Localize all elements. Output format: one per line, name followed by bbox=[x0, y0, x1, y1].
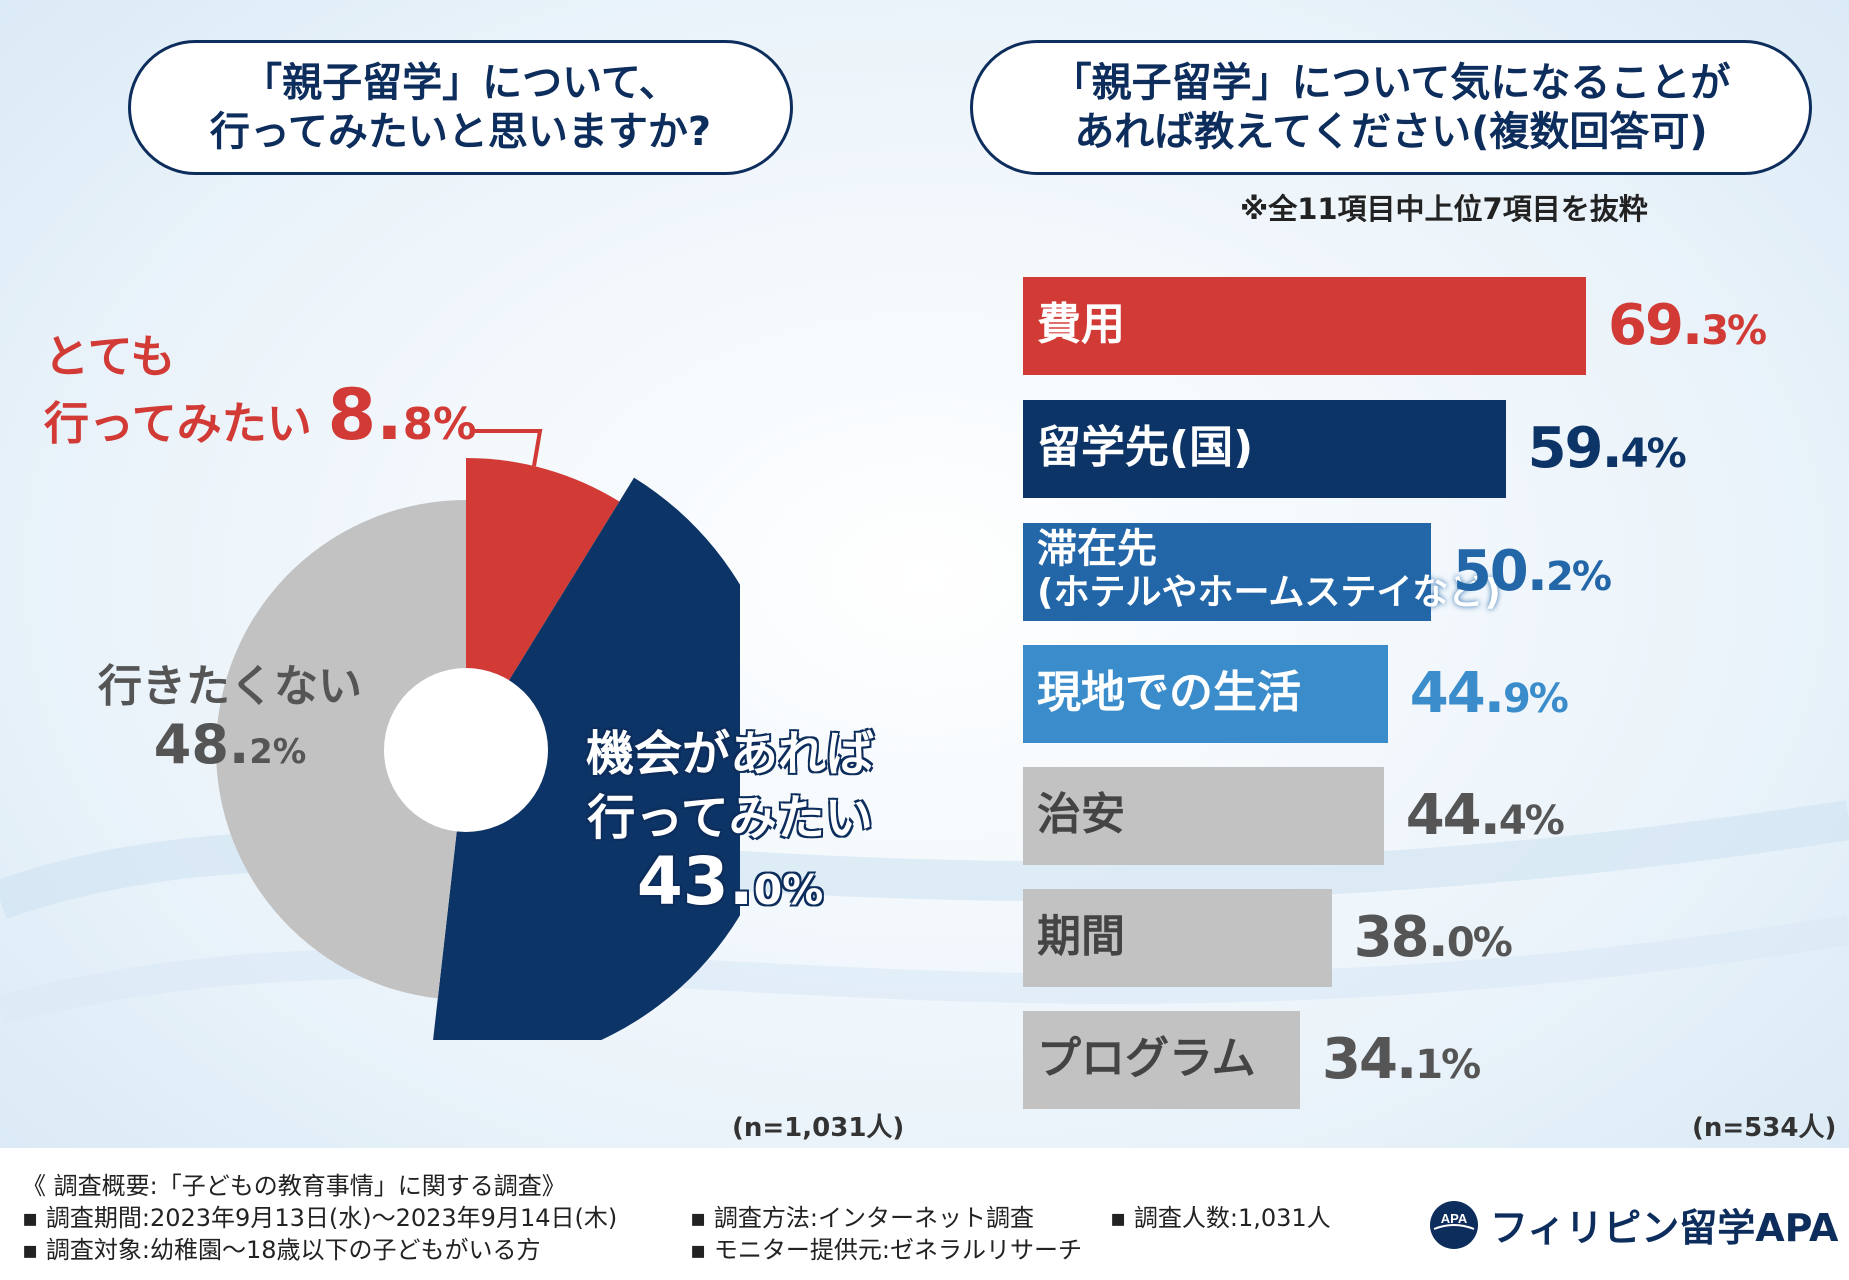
bar-value: 59.4% bbox=[1527, 416, 1687, 481]
bar-label-sub: (ホテルやホームステイなど) bbox=[1037, 572, 1501, 613]
footer-period: ▪ 調査期間:2023年9月13日(水)〜2023年9月14日(木) bbox=[22, 1204, 618, 1232]
pie-label-chance: 機会があれば 行ってみたい 43.0% bbox=[586, 722, 874, 922]
left-question-line1: 「親子留学」について、 bbox=[242, 59, 679, 106]
bar bbox=[1023, 277, 1586, 375]
left-question-line2: 行ってみたいと思いますか? bbox=[209, 108, 712, 155]
bar-label: 現地での生活 bbox=[1037, 667, 1301, 718]
bar-row: 費用 69.3% bbox=[1023, 277, 1786, 375]
pie-label-no: 行きたくない 48.2% bbox=[98, 658, 362, 781]
n-right: (n=534人) bbox=[1692, 1113, 1837, 1143]
bar-label: プログラム bbox=[1037, 1033, 1256, 1084]
bar-value: 38.0% bbox=[1353, 905, 1513, 970]
bar-value: 34.1% bbox=[1322, 1027, 1481, 1092]
bar-row: 期間 38.0% bbox=[1023, 889, 1532, 987]
pie-label-chance-line1: 機会があれば bbox=[586, 726, 875, 782]
bar bbox=[1023, 523, 1431, 621]
bar bbox=[1023, 889, 1332, 987]
pie-label-no-pct: 48.2% bbox=[153, 713, 307, 776]
bar bbox=[1023, 645, 1388, 743]
pie-label-chance-line2: 行ってみたい bbox=[587, 790, 873, 846]
right-question-line2: あれば教えてください(複数回答可) bbox=[1074, 108, 1708, 155]
svg-text:APA: APA bbox=[1441, 1211, 1468, 1226]
bar-row: 滞在先 (ホテルやホームステイなど) 50.2% bbox=[1023, 523, 1631, 621]
footer-method: ▪ 調査方法:インターネット調査 bbox=[690, 1204, 1034, 1232]
pie-slice-chance bbox=[433, 477, 740, 1040]
donut-hole bbox=[384, 668, 548, 832]
pie-slice-no bbox=[215, 500, 466, 999]
bar-label: 治安 bbox=[1037, 789, 1125, 840]
pie-label-no-line1: 行きたくない bbox=[98, 661, 362, 712]
leader-line bbox=[472, 429, 543, 467]
apa-logo-text: フィリピン留学APA bbox=[1490, 1206, 1839, 1250]
bar-label: 期間 bbox=[1037, 911, 1125, 962]
donut-chart bbox=[215, 458, 740, 1040]
n-left: (n=1,031人) bbox=[732, 1113, 905, 1143]
pie-label-very-line2: 行ってみたい bbox=[44, 397, 312, 450]
bar bbox=[1023, 767, 1384, 865]
bar-row: 現地での生活 44.9% bbox=[1023, 645, 1588, 743]
pie-label-chance-pct: 43.0% bbox=[636, 843, 824, 920]
bar-value: 50.2% bbox=[1452, 539, 1612, 604]
bar-value: 44.9% bbox=[1409, 661, 1569, 726]
right-question-box: 「親子留学」について気になることが あれば教えてください(複数回答可) bbox=[970, 40, 1812, 175]
bar-value: 44.4% bbox=[1405, 783, 1565, 848]
bar bbox=[1023, 400, 1506, 498]
footer-summary: 《 調査概要:「子どもの教育事情」に関する調査》 bbox=[22, 1172, 566, 1200]
pie-slice-very bbox=[466, 458, 620, 750]
apa-logo: APA フィリピン留学APA bbox=[1428, 1197, 1838, 1252]
footer bbox=[0, 1148, 1849, 1280]
bar-label: 費用 bbox=[1037, 299, 1125, 350]
bar-row: 留学先(国) 59.4% bbox=[1023, 400, 1706, 498]
apa-logo-icon: APA bbox=[1430, 1200, 1478, 1249]
bar bbox=[1023, 1011, 1301, 1109]
pie-label-very-pct: 8.8% bbox=[327, 374, 477, 456]
bar-row: プログラム 34.1% bbox=[1023, 1011, 1500, 1109]
footer-target: ▪ 調査対象:幼稚園〜18歳以下の子どもがいる方 bbox=[22, 1236, 541, 1264]
pie-label-very: とても 行ってみたい 8.8% bbox=[44, 328, 476, 454]
left-question-box: 「親子留学」について、 行ってみたいと思いますか? bbox=[128, 40, 793, 175]
bar-value: 69.3% bbox=[1608, 293, 1767, 358]
right-question-line1: 「親子留学」について気になることが bbox=[1051, 59, 1731, 106]
footer-monitor: ▪ モニター提供元:ゼネラルリサーチ bbox=[690, 1236, 1082, 1264]
bar-row: 治安 44.4% bbox=[1023, 767, 1584, 865]
bar-label: 滞在先 bbox=[1037, 526, 1157, 572]
bar-label: 留学先(国) bbox=[1037, 422, 1254, 473]
top7-note: ※全11項目中上位7項目を抜粋 bbox=[1240, 192, 1648, 226]
pie-label-very-line1: とても bbox=[44, 330, 176, 383]
footer-count: ▪ 調査人数:1,031人 bbox=[1110, 1204, 1331, 1232]
